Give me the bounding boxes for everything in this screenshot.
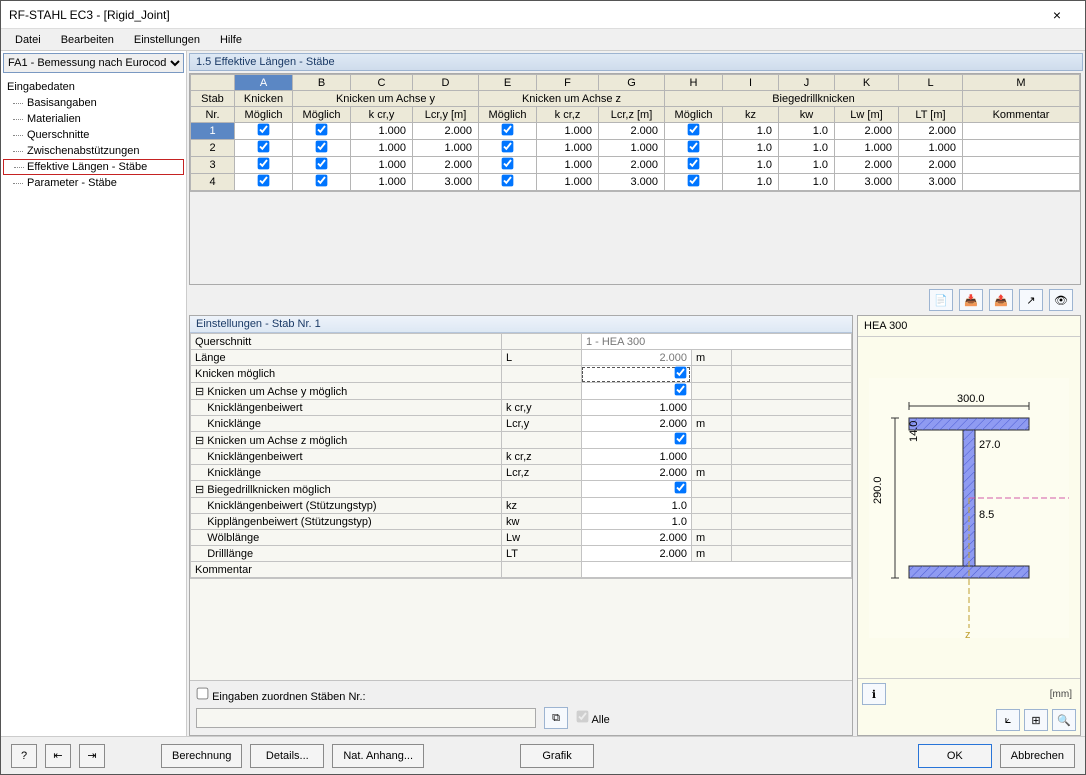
table-row[interactable]: 41.0003.0001.0003.0001.01.03.0003.000 [191, 174, 1080, 191]
nat-anhang-button[interactable]: Nat. Anhang... [332, 744, 424, 768]
window-title: RF-STAHL EC3 - [Rigid_Joint] [9, 8, 1037, 22]
menu-bearbeiten[interactable]: Bearbeiten [51, 32, 124, 48]
sidebar: FA1 - Bemessung nach Eurocod Eingabedate… [1, 51, 187, 736]
next-icon[interactable]: ⇥ [79, 744, 105, 768]
table-row[interactable]: 11.0002.0001.0002.0001.01.02.0002.000 [191, 123, 1080, 140]
sidebar-item-0[interactable]: Basisangaben [3, 95, 184, 111]
titlebar: RF-STAHL EC3 - [Rigid_Joint] × [1, 1, 1085, 29]
menubar: Datei Bearbeiten Einstellungen Hilfe [1, 29, 1085, 51]
nav-tree: Eingabedaten BasisangabenMaterialienQuer… [1, 75, 186, 736]
prev-icon[interactable]: ⇤ [45, 744, 71, 768]
sidebar-combo[interactable]: FA1 - Bemessung nach Eurocod [3, 53, 184, 73]
menu-datei[interactable]: Datei [5, 32, 51, 48]
view-icon[interactable]: 👁 [1049, 289, 1073, 311]
svg-text:300.0: 300.0 [957, 393, 985, 405]
berechnung-button[interactable]: Berechnung [161, 744, 242, 768]
svg-text:8.5: 8.5 [979, 509, 994, 521]
svg-text:290.0: 290.0 [872, 476, 884, 504]
assign-checkbox[interactable]: Eingaben zuordnen Stäben Nr.: [196, 687, 846, 703]
section-title: 1.5 Effektive Längen - Stäbe [189, 53, 1083, 71]
app-window: RF-STAHL EC3 - [Rigid_Joint] × Datei Bea… [0, 0, 1086, 775]
profile-title: HEA 300 [858, 316, 1080, 337]
pick-icon[interactable]: ↗ [1019, 289, 1043, 311]
excel-sync-icon[interactable]: 📤 [989, 289, 1013, 311]
main-grid[interactable]: ABCDEFGHIJKLMStabKnickenKnicken um Achse… [189, 73, 1081, 285]
zoom-icon[interactable]: 🔍 [1052, 709, 1076, 731]
sidebar-item-1[interactable]: Materialien [3, 111, 184, 127]
tree-root[interactable]: Eingabedaten [3, 79, 184, 95]
table-row[interactable]: 21.0001.0001.0001.0001.01.01.0001.000 [191, 140, 1080, 157]
sidebar-item-4[interactable]: Effektive Längen - Stäbe [3, 159, 184, 175]
excel-export-icon[interactable]: 📄 [929, 289, 953, 311]
details-title: Einstellungen - Stab Nr. 1 [190, 316, 852, 333]
unit-label: [mm] [1050, 689, 1076, 700]
sidebar-item-3[interactable]: Zwischenabstützungen [3, 143, 184, 159]
profile-drawing: y z 300.0 290.0 14.0 27.0 8.5 [858, 337, 1080, 678]
svg-text:14.0: 14.0 [908, 420, 920, 441]
pick-members-icon[interactable]: ⧉ [544, 707, 568, 729]
grid-toolbar: 📄 📥 📤 ↗ 👁 [189, 285, 1081, 315]
profile-panel: HEA 300 y z 300.0 290.0 14.0 27.0 8.5 ℹ [857, 315, 1081, 736]
details-button[interactable]: Details... [250, 744, 324, 768]
ok-button[interactable]: OK [918, 744, 992, 768]
dim-icon[interactable]: ⊞ [1024, 709, 1048, 731]
svg-text:z: z [965, 629, 971, 638]
svg-text:27.0: 27.0 [979, 439, 1000, 451]
sidebar-item-2[interactable]: Querschnitte [3, 127, 184, 143]
info-icon[interactable]: ℹ [862, 683, 886, 705]
help-icon[interactable]: ? [11, 744, 37, 768]
menu-hilfe[interactable]: Hilfe [210, 32, 252, 48]
footer: ? ⇤ ⇥ Berechnung Details... Nat. Anhang.… [1, 736, 1085, 774]
assign-input[interactable] [196, 708, 536, 728]
grafik-button[interactable]: Grafik [520, 744, 594, 768]
details-panel: Einstellungen - Stab Nr. 1 Querschnitt1 … [189, 315, 853, 736]
axis-icon[interactable]: ⟀ [996, 709, 1020, 731]
alle-checkbox[interactable]: Alle [576, 710, 610, 726]
abbrechen-button[interactable]: Abbrechen [1000, 744, 1075, 768]
excel-import-icon[interactable]: 📥 [959, 289, 983, 311]
menu-einstellungen[interactable]: Einstellungen [124, 32, 210, 48]
close-icon[interactable]: × [1037, 7, 1077, 23]
sidebar-item-5[interactable]: Parameter - Stäbe [3, 175, 184, 191]
table-row[interactable]: 31.0002.0001.0002.0001.01.02.0002.000 [191, 157, 1080, 174]
